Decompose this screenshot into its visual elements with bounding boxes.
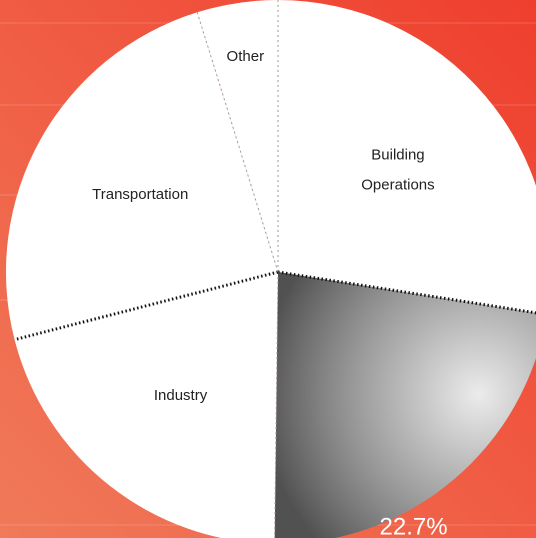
pie: Building Operations 22.7% Industry Transport… (5, 0, 536, 538)
slice-divider (277, 270, 536, 315)
slice-label: Transportation (92, 186, 188, 203)
slice-label: Other (227, 48, 265, 65)
slice-divider (274, 271, 279, 538)
slice-label: Building Operations (361, 147, 434, 194)
slice-divider (196, 12, 279, 273)
slice-divider (14, 270, 279, 342)
pie-slice (5, 12, 279, 340)
slice-texture (274, 272, 536, 538)
slice-label: Industry (154, 387, 208, 404)
pie-slice (14, 272, 278, 538)
pie-slice (197, 0, 278, 272)
value-label: 22.7% (380, 514, 448, 538)
pie-slice (278, 0, 536, 313)
